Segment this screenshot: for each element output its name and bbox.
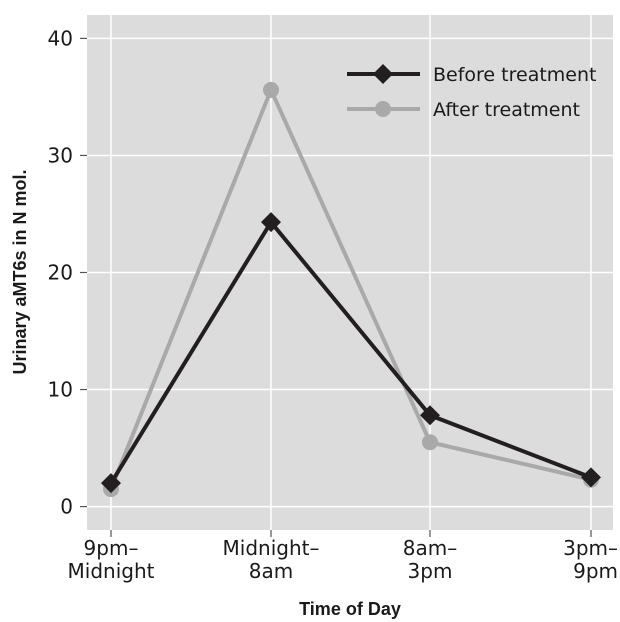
x-tick-label: 9pm– <box>84 536 139 560</box>
x-tick-label: 8am <box>249 559 293 583</box>
x-axis-ticks: 9pm–Midnight Midnight–8am 8am–3pm 3pm–9pm <box>68 530 618 583</box>
x-tick-label: 3pm <box>408 559 453 583</box>
series-layer <box>101 81 601 498</box>
x-tick-label: 9pm <box>573 559 618 583</box>
y-tick-label: 30 <box>48 143 73 167</box>
y-tick-label: 0 <box>60 495 73 519</box>
legend: Before treatment After treatment <box>347 64 596 121</box>
series-line-after <box>109 84 592 490</box>
data-point-before <box>420 405 440 426</box>
x-tick-label: Midnight– <box>223 536 320 560</box>
y-axis-ticks: 0 10 20 30 40 <box>48 26 87 519</box>
y-axis-title: Urinary aMT6s in N mol. <box>10 169 30 374</box>
x-tick-label: 3pm– <box>563 536 618 560</box>
data-point-before <box>101 473 121 494</box>
x-tick-label: Midnight <box>68 559 155 583</box>
grid-lines <box>87 15 613 530</box>
legend-marker-circle <box>375 101 391 117</box>
y-tick-label: 40 <box>48 26 73 50</box>
data-point-before <box>261 212 281 233</box>
data-point-after <box>422 434 438 451</box>
legend-label: Before treatment <box>433 64 596 86</box>
x-axis-title: Time of Day <box>299 599 401 619</box>
legend-marker-diamond <box>373 64 393 84</box>
data-point-after <box>263 81 279 98</box>
x-tick-label: 8am– <box>403 536 457 560</box>
data-point-before <box>581 467 601 488</box>
series-line-before <box>109 218 592 485</box>
legend-label: After treatment <box>433 99 580 121</box>
y-tick-label: 20 <box>48 261 73 285</box>
y-tick-label: 10 <box>48 378 73 402</box>
